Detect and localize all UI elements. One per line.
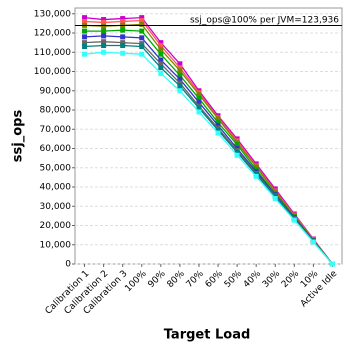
x-tick-label: 50% bbox=[223, 269, 245, 291]
data-point bbox=[196, 95, 202, 101]
x-tick-label: 80% bbox=[166, 269, 188, 291]
data-point bbox=[215, 127, 221, 133]
data-point bbox=[234, 149, 240, 155]
data-point bbox=[82, 34, 88, 40]
data-point bbox=[158, 65, 164, 71]
data-point bbox=[139, 41, 145, 47]
data-point bbox=[177, 65, 183, 71]
data-point bbox=[82, 15, 88, 21]
data-point bbox=[120, 40, 126, 46]
data-point bbox=[158, 51, 164, 57]
x-tick-label: 40% bbox=[242, 269, 264, 291]
data-point bbox=[101, 49, 107, 55]
data-point bbox=[196, 109, 202, 115]
data-point bbox=[139, 35, 145, 41]
series-line bbox=[84, 51, 333, 265]
x-tick-label: 70% bbox=[185, 269, 207, 291]
x-tick-label: 100% bbox=[123, 269, 149, 295]
data-point bbox=[120, 18, 126, 24]
data-point bbox=[139, 21, 145, 27]
x-tick-label: 60% bbox=[204, 269, 226, 291]
data-point bbox=[139, 18, 145, 24]
data-point bbox=[177, 76, 183, 82]
y-tick-label: 50,000 bbox=[40, 163, 72, 173]
data-point bbox=[158, 40, 164, 46]
data-point bbox=[120, 43, 126, 49]
data-point bbox=[82, 51, 88, 57]
y-tick-label: 100,000 bbox=[34, 67, 71, 77]
data-point bbox=[120, 27, 126, 33]
data-point bbox=[177, 88, 183, 94]
data-point bbox=[196, 92, 202, 98]
data-point bbox=[215, 130, 221, 136]
y-tick-label: 0 bbox=[65, 260, 71, 270]
data-point bbox=[158, 46, 164, 52]
y-tick-label: 60,000 bbox=[40, 144, 72, 154]
data-point bbox=[101, 23, 107, 29]
data-point bbox=[82, 28, 88, 34]
data-point bbox=[215, 116, 221, 122]
data-point bbox=[177, 83, 183, 89]
data-point bbox=[82, 18, 88, 24]
y-tick-label: 40,000 bbox=[40, 183, 72, 193]
data-point bbox=[253, 164, 259, 170]
data-point bbox=[329, 261, 335, 267]
y-tick-label: 120,000 bbox=[34, 29, 71, 39]
data-point bbox=[177, 80, 183, 86]
data-point bbox=[139, 28, 145, 34]
data-point bbox=[196, 99, 202, 105]
y-tick-label: 80,000 bbox=[40, 106, 72, 116]
data-point bbox=[310, 239, 316, 245]
data-point bbox=[82, 43, 88, 49]
data-point bbox=[101, 33, 107, 39]
data-point bbox=[291, 217, 297, 223]
y-tick-label: 90,000 bbox=[40, 86, 72, 96]
x-tick-label: 90% bbox=[146, 269, 168, 291]
data-point bbox=[120, 16, 126, 22]
data-point bbox=[139, 43, 145, 49]
data-point bbox=[101, 19, 107, 25]
data-point bbox=[139, 15, 145, 21]
data-point bbox=[215, 120, 221, 126]
data-point bbox=[120, 50, 126, 56]
data-point bbox=[158, 43, 164, 49]
y-tick-label: 110,000 bbox=[34, 48, 71, 58]
data-point bbox=[196, 105, 202, 111]
data-point bbox=[253, 173, 259, 179]
data-point bbox=[101, 43, 107, 49]
y-tick-label: 30,000 bbox=[40, 202, 72, 212]
y-tick-label: 20,000 bbox=[40, 221, 72, 231]
data-point bbox=[234, 152, 240, 158]
data-point bbox=[177, 68, 183, 74]
data-point bbox=[101, 28, 107, 34]
data-point bbox=[158, 61, 164, 67]
data-point bbox=[139, 51, 145, 57]
data-point bbox=[234, 142, 240, 148]
data-point bbox=[158, 70, 164, 76]
reference-label: ssj_ops@100% per JVM=123,936 bbox=[190, 16, 339, 26]
x-axis-title: Target Load bbox=[164, 328, 251, 343]
y-axis-title: ssj_ops bbox=[11, 110, 26, 163]
data-point bbox=[177, 61, 183, 67]
data-point bbox=[215, 122, 221, 128]
y-tick-label: 10,000 bbox=[40, 240, 72, 250]
data-point bbox=[120, 34, 126, 40]
data-point bbox=[177, 72, 183, 78]
x-tick-label: 20% bbox=[280, 269, 302, 291]
series-line bbox=[84, 16, 333, 265]
y-tick-label: 70,000 bbox=[40, 125, 72, 135]
data-point bbox=[101, 39, 107, 45]
data-point bbox=[101, 17, 107, 23]
data-point bbox=[272, 196, 278, 202]
y-tick-label: 130,000 bbox=[34, 9, 71, 19]
data-point bbox=[158, 57, 164, 63]
x-tick-label: 30% bbox=[261, 269, 283, 291]
data-point bbox=[82, 40, 88, 46]
